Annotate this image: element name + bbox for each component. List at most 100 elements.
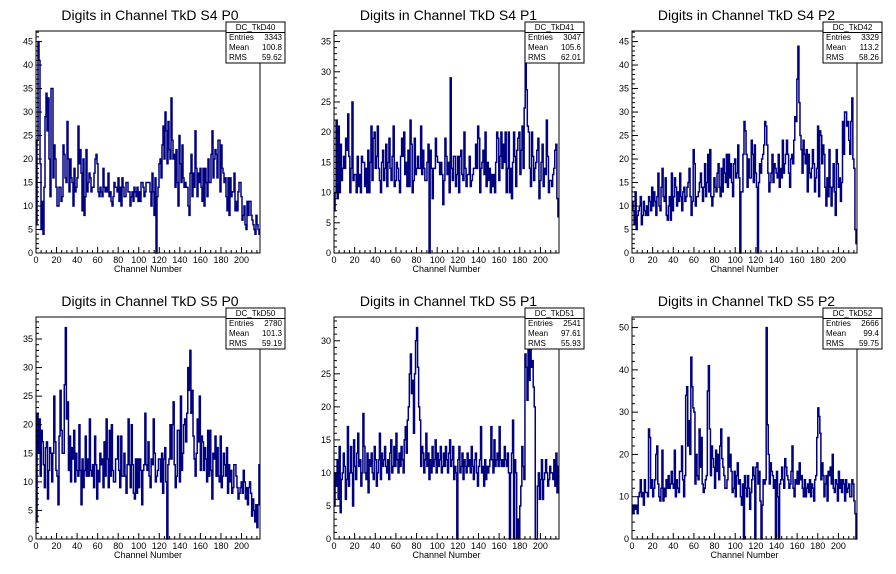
x-axis-label: Channel Number xyxy=(710,264,778,274)
stats-value: 2541 xyxy=(563,319,581,328)
histogram-series xyxy=(632,326,857,540)
stats-value: 3047 xyxy=(563,33,581,42)
x-tick-label: 0 xyxy=(33,255,38,265)
x-tick-label: 40 xyxy=(668,255,678,265)
x-tick-label: 80 xyxy=(412,255,422,265)
x-tick-label: 100 xyxy=(430,255,445,265)
stats-value: 62.01 xyxy=(561,53,582,62)
x-tick-label: 120 xyxy=(748,255,763,265)
stats-box-name: DC_TkD42 xyxy=(833,23,873,32)
y-tick-label: 0 xyxy=(624,248,629,258)
stats-value: 3343 xyxy=(264,33,282,42)
x-tick-label: 140 xyxy=(769,255,784,265)
x-axis-label: Channel Number xyxy=(114,550,182,560)
x-tick-label: 20 xyxy=(350,541,360,551)
y-tick-label: 25 xyxy=(23,131,33,141)
y-tick-label: 20 xyxy=(23,154,33,164)
x-tick-label: 100 xyxy=(131,541,146,551)
stats-box-name: DC_TkD51 xyxy=(535,309,575,318)
x-tick-label: 180 xyxy=(213,255,228,265)
x-tick-label: 140 xyxy=(172,541,187,551)
x-tick-label: 200 xyxy=(533,541,548,551)
y-tick-label: 35 xyxy=(23,334,33,344)
x-tick-label: 60 xyxy=(689,541,699,551)
x-tick-label: 180 xyxy=(512,541,527,551)
stats-label: Mean xyxy=(528,43,548,52)
y-tick-label: 30 xyxy=(321,336,331,346)
y-tick-label: 25 xyxy=(321,97,331,107)
stats-value: 58.26 xyxy=(859,53,880,62)
histogram-panel: Digits in Channel TkD S5 P10 20 40 60 80 100 1… xyxy=(321,293,585,560)
stats-value: 3329 xyxy=(861,33,879,42)
x-tick-label: 160 xyxy=(790,255,805,265)
y-tick-label: 0 xyxy=(28,534,33,544)
y-tick-label: 45 xyxy=(23,37,33,47)
y-tick-label: 45 xyxy=(619,37,629,47)
y-tick-label: 30 xyxy=(619,407,629,417)
histogram-series xyxy=(334,320,559,540)
stats-box-frame xyxy=(524,21,585,64)
plot-frame xyxy=(333,30,560,254)
stats-label: Entries xyxy=(528,33,553,42)
stats-box-frame xyxy=(524,307,585,350)
y-tick-label: 20 xyxy=(619,154,629,164)
stats-value: 2780 xyxy=(264,319,282,328)
x-tick-label: 40 xyxy=(72,255,82,265)
x-tick-label: 200 xyxy=(831,255,846,265)
x-tick-label: 20 xyxy=(350,255,360,265)
stats-label: RMS xyxy=(826,339,844,348)
y-tick-label: 10 xyxy=(23,477,33,487)
x-tick-label: 120 xyxy=(748,541,763,551)
stats-label: RMS xyxy=(826,53,844,62)
stats-label: Entries xyxy=(229,33,254,42)
x-tick-label: 60 xyxy=(93,541,103,551)
x-tick-label: 40 xyxy=(72,541,82,551)
x-tick-label: 120 xyxy=(450,541,465,551)
stats-label: Entries xyxy=(229,319,254,328)
x-tick-label: 0 xyxy=(629,541,634,551)
y-tick-label: 0 xyxy=(28,248,33,258)
stats-box-name: DC_TkD50 xyxy=(236,309,276,318)
stats-value: 113.2 xyxy=(860,43,880,52)
stats-label: Mean xyxy=(826,43,846,52)
x-tick-label: 100 xyxy=(728,255,743,265)
y-tick-label: 15 xyxy=(23,448,33,458)
y-tick-label: 35 xyxy=(619,84,629,94)
stats-value: 101.3 xyxy=(262,329,283,338)
chart-title: Digits in Channel TkD S5 P0 xyxy=(61,293,238,309)
x-tick-label: 200 xyxy=(831,541,846,551)
y-tick-label: 0 xyxy=(326,534,331,544)
plot-frame xyxy=(333,316,560,540)
y-tick-label: 30 xyxy=(619,107,629,117)
histogram-series xyxy=(36,326,260,540)
x-axis-label: Channel Number xyxy=(412,264,480,274)
stats-label: Mean xyxy=(229,43,249,52)
y-tick-label: 20 xyxy=(23,420,33,430)
stats-label: RMS xyxy=(528,339,546,348)
y-tick-label: 25 xyxy=(619,131,629,141)
y-tick-label: 15 xyxy=(321,157,331,167)
x-tick-label: 20 xyxy=(648,255,658,265)
x-tick-label: 140 xyxy=(471,255,486,265)
x-tick-label: 0 xyxy=(33,541,38,551)
y-tick-label: 10 xyxy=(619,492,629,502)
y-tick-label: 30 xyxy=(23,107,33,117)
x-tick-label: 120 xyxy=(450,255,465,265)
x-tick-label: 160 xyxy=(492,541,507,551)
x-tick-label: 120 xyxy=(152,255,167,265)
plot-frame xyxy=(631,316,858,540)
x-tick-label: 100 xyxy=(131,255,146,265)
x-tick-label: 160 xyxy=(492,255,507,265)
chart-title: Digits in Channel TkD S4 P0 xyxy=(61,7,238,23)
chart-title: Digits in Channel TkD S5 P2 xyxy=(658,293,835,309)
x-tick-label: 140 xyxy=(471,541,486,551)
x-tick-label: 180 xyxy=(810,541,825,551)
y-tick-label: 10 xyxy=(321,188,331,198)
x-tick-label: 180 xyxy=(512,255,527,265)
y-tick-label: 5 xyxy=(326,218,331,228)
